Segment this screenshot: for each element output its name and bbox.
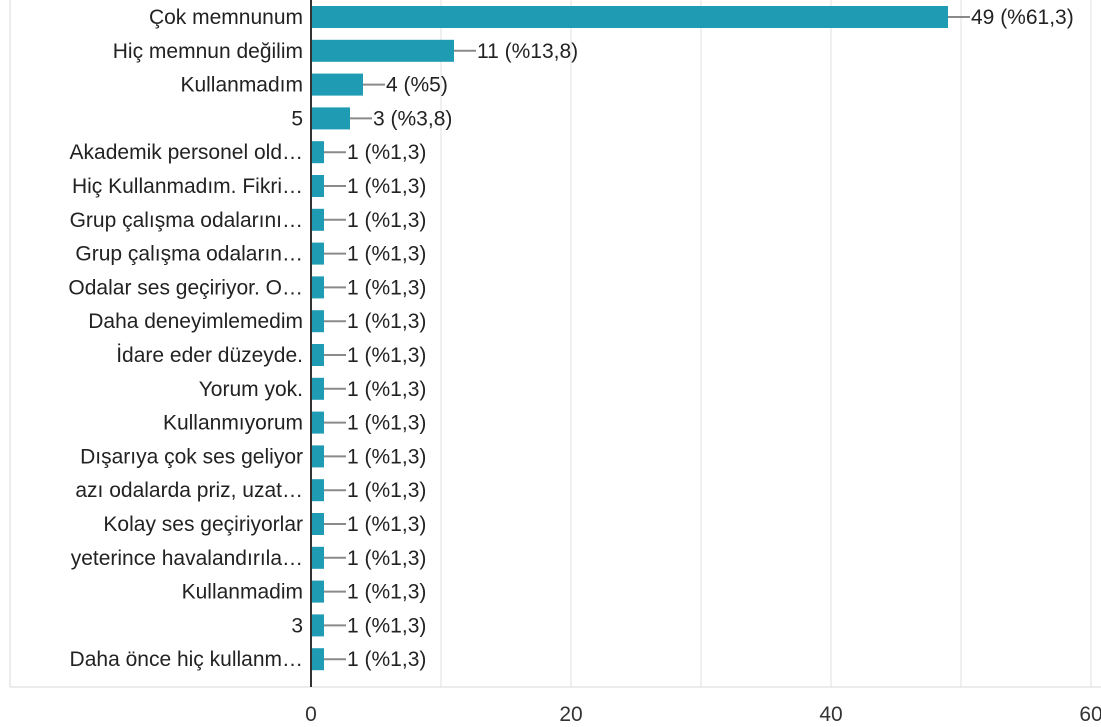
- axes: 0 20 40 60: [305, 0, 1101, 726]
- labels: Çok memnunum 49 (%61,3) Hiç memnun değilim…: [68, 6, 1073, 671]
- value-label: 1 (%1,3): [347, 378, 426, 401]
- bar: [311, 546, 324, 569]
- category-label: azı odalarda priz, uzat…: [75, 479, 303, 502]
- bar: [311, 310, 324, 333]
- value-label: 1 (%1,3): [347, 276, 426, 299]
- category-label: Hiç memnun değilim: [113, 40, 303, 63]
- value-label: 1 (%1,3): [347, 175, 426, 198]
- bar: [311, 208, 324, 231]
- value-label: 1 (%1,3): [347, 141, 426, 164]
- bar: [311, 242, 324, 265]
- value-label: 1 (%1,3): [347, 648, 426, 671]
- category-label: Kullanmadim: [182, 581, 303, 604]
- value-label: 11 (%13,8): [477, 40, 578, 63]
- category-label: Daha önce hiç kullanm…: [70, 648, 303, 671]
- bar: [311, 175, 324, 197]
- value-label: 1 (%1,3): [347, 310, 426, 333]
- value-label: 1 (%1,3): [347, 513, 426, 536]
- bars: [311, 6, 948, 671]
- value-label: 1 (%1,3): [347, 479, 426, 502]
- bar: [311, 648, 324, 671]
- category-label: Daha deneyimlemedim: [88, 310, 303, 333]
- category-label: Dışarıya çok ses geliyor: [80, 445, 303, 468]
- bar: [311, 445, 324, 468]
- value-label: 1 (%1,3): [347, 547, 426, 570]
- bar: [311, 73, 363, 96]
- value-label: 3 (%3,8): [373, 107, 452, 130]
- bar: [311, 377, 324, 400]
- category-label: Grup çalışma odalarını…: [70, 209, 303, 232]
- bar: [311, 513, 324, 535]
- bar: [311, 276, 324, 299]
- category-label: İdare eder düzeyde.: [116, 344, 303, 367]
- bar: [311, 479, 324, 502]
- value-label: 1 (%1,3): [347, 581, 426, 604]
- category-label: Odalar ses geçiriyor. O…: [68, 276, 303, 299]
- value-label: 1 (%1,3): [347, 243, 426, 266]
- category-label: Çok memnunum: [149, 6, 303, 29]
- value-label: 4 (%5): [386, 74, 448, 97]
- value-label: 1 (%1,3): [347, 209, 426, 232]
- category-label: 5: [291, 107, 303, 130]
- value-label: 1 (%1,3): [347, 344, 426, 367]
- bar: [311, 107, 350, 130]
- value-label: 1 (%1,3): [347, 412, 426, 435]
- category-label: yeterince havalandırıla…: [71, 547, 303, 570]
- bar: [311, 580, 324, 603]
- bar: [311, 411, 324, 434]
- x-tick-label: 40: [819, 703, 842, 726]
- value-label: 1 (%1,3): [347, 614, 426, 637]
- category-label: Kullanmadım: [180, 74, 303, 97]
- category-label: Hiç Kullanmadım. Fikri…: [72, 175, 303, 198]
- category-label: Kullanmıyorum: [163, 412, 303, 435]
- x-tick-label: 20: [559, 703, 582, 726]
- value-label: 49 (%61,3): [971, 6, 1074, 29]
- x-tick-label: 0: [305, 703, 317, 726]
- value-label: 1 (%1,3): [347, 445, 426, 468]
- category-label: Kolay ses geçiriyorlar: [103, 513, 303, 536]
- category-label: Yorum yok.: [199, 378, 303, 401]
- bar: [311, 614, 324, 637]
- x-tick-label: 60: [1079, 703, 1101, 726]
- bar: [311, 6, 948, 28]
- category-label: Grup çalışma odaların…: [75, 243, 303, 266]
- bar: [311, 141, 324, 164]
- category-label: 3: [291, 614, 303, 637]
- bar: [311, 344, 324, 366]
- grid-lines: [9, 0, 1101, 688]
- category-label: Akademik personel old…: [70, 141, 303, 164]
- bar: [311, 39, 454, 62]
